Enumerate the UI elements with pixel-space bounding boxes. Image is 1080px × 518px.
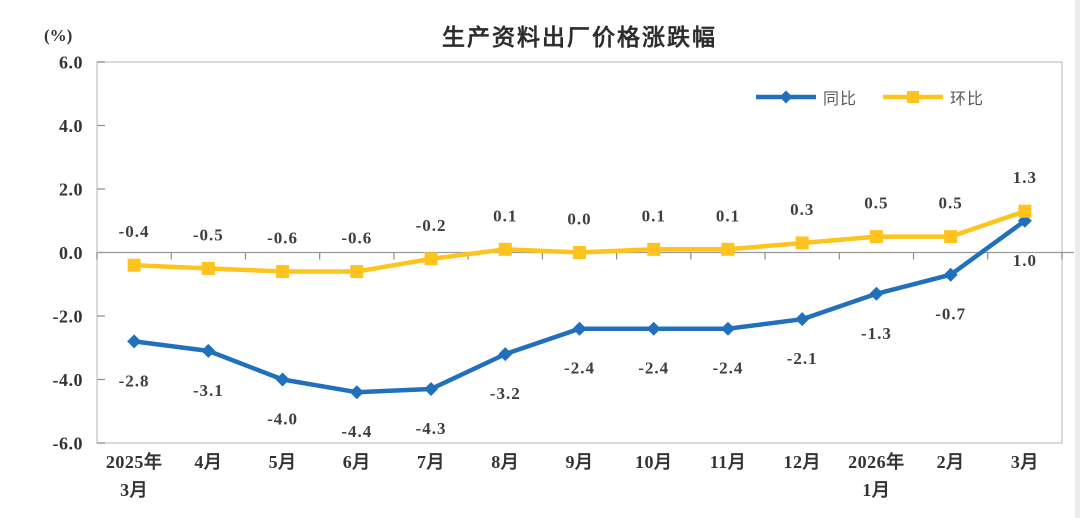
data-label: -2.8 bbox=[119, 371, 150, 390]
data-point-marker-diamond bbox=[572, 321, 587, 336]
legend-swatch bbox=[755, 90, 816, 104]
data-label: 0.0 bbox=[567, 210, 591, 229]
y-axis-label: 6.0 bbox=[59, 53, 83, 73]
data-point-marker-diamond bbox=[795, 312, 810, 327]
data-label: -4.0 bbox=[267, 410, 298, 429]
data-point-marker-diamond bbox=[869, 286, 884, 301]
chart-title: 生产资料出厂价格涨跌幅 bbox=[442, 24, 717, 50]
data-label: 1.3 bbox=[1013, 168, 1037, 187]
x-axis-label: 1月 bbox=[862, 480, 890, 500]
x-axis-label: 2025年 bbox=[106, 451, 163, 472]
data-label: -2.4 bbox=[564, 359, 595, 378]
legend-swatch bbox=[882, 91, 943, 103]
data-label: 0.1 bbox=[493, 206, 517, 225]
data-point-marker-square bbox=[498, 242, 512, 256]
data-label: -0.5 bbox=[193, 225, 224, 244]
data-label: 0.3 bbox=[790, 200, 814, 219]
data-label: -0.2 bbox=[416, 216, 447, 235]
data-point-marker-diamond bbox=[127, 334, 142, 349]
data-point-marker-square bbox=[424, 252, 438, 266]
line-square-marker-icon bbox=[882, 89, 943, 105]
y-axis-label: 2.0 bbox=[59, 180, 83, 200]
data-point-marker-square bbox=[573, 246, 586, 259]
data-point-marker-diamond bbox=[349, 385, 364, 400]
data-point-marker-square bbox=[350, 265, 364, 279]
data-point-marker-square bbox=[721, 242, 735, 256]
x-axis-label: 3月 bbox=[1011, 452, 1039, 472]
x-axis-label: 6月 bbox=[343, 452, 371, 472]
x-axis-label: 4月 bbox=[194, 452, 222, 472]
legend-diamond bbox=[779, 90, 793, 104]
y-axis-label: -2.0 bbox=[53, 307, 84, 327]
data-label: -0.6 bbox=[341, 229, 372, 248]
x-axis-label: 7月 bbox=[417, 452, 445, 472]
data-label: -4.4 bbox=[341, 422, 372, 441]
data-label: -2.4 bbox=[713, 359, 744, 378]
x-axis-label: 10月 bbox=[635, 452, 673, 472]
x-axis-label: 2026年 bbox=[848, 451, 905, 472]
x-axis-label: 9月 bbox=[566, 452, 594, 472]
data-label: -2.4 bbox=[638, 359, 669, 378]
data-label: -2.1 bbox=[787, 349, 818, 368]
legend-label-tongbi: 同比 bbox=[822, 91, 857, 108]
legend-item-tongbi: 同比 bbox=[755, 85, 857, 109]
y-axis-label: -4.0 bbox=[53, 370, 84, 390]
legend-item-huanbi: 环比 bbox=[882, 85, 984, 109]
data-label: -0.7 bbox=[935, 305, 966, 324]
data-point-marker-diamond bbox=[275, 372, 290, 387]
data-label: 0.1 bbox=[642, 206, 666, 225]
legend: 同比 环比 bbox=[755, 85, 984, 109]
data-point-marker-diamond bbox=[424, 382, 439, 397]
data-point-marker-square bbox=[795, 236, 809, 250]
x-axis-label: 2月 bbox=[937, 452, 965, 472]
data-label: -1.3 bbox=[861, 324, 892, 343]
data-label: -3.1 bbox=[193, 381, 224, 400]
data-label: -0.6 bbox=[267, 229, 298, 248]
data-point-marker-diamond bbox=[943, 267, 958, 282]
page-edge-strip bbox=[1075, 0, 1080, 518]
data-label: 0.1 bbox=[716, 206, 740, 225]
data-label: 1.0 bbox=[1013, 251, 1037, 270]
data-point-marker-square bbox=[647, 242, 661, 256]
line-diamond-marker-icon bbox=[755, 89, 816, 105]
x-axis-label: 11月 bbox=[710, 452, 747, 472]
data-label: 0.5 bbox=[864, 194, 888, 213]
data-point-marker-diamond bbox=[498, 347, 513, 362]
data-point-marker-square bbox=[944, 230, 958, 244]
data-label: -3.2 bbox=[490, 384, 521, 403]
data-point-marker-square bbox=[127, 258, 141, 272]
data-label: -0.4 bbox=[119, 222, 150, 241]
data-point-marker-square bbox=[869, 230, 883, 244]
legend-label-huanbi: 环比 bbox=[949, 91, 984, 108]
data-label: 0.5 bbox=[939, 194, 963, 213]
x-axis-label: 5月 bbox=[269, 452, 297, 472]
data-point-marker-diamond bbox=[201, 343, 216, 358]
y-axis-unit-label: (%) bbox=[44, 26, 73, 45]
y-axis-label: -6.0 bbox=[53, 434, 84, 454]
y-axis-label: 0.0 bbox=[59, 243, 83, 263]
data-point-marker-square bbox=[1018, 204, 1032, 218]
y-axis-label: 4.0 bbox=[59, 116, 83, 136]
data-point-marker-diamond bbox=[646, 321, 661, 336]
x-axis-label: 8月 bbox=[491, 452, 519, 472]
data-point-marker-square bbox=[201, 261, 215, 275]
x-axis-label: 3月 bbox=[120, 480, 148, 500]
data-point-marker-diamond bbox=[720, 321, 735, 336]
x-axis-label: 12月 bbox=[783, 452, 821, 472]
data-point-marker-square bbox=[276, 265, 290, 279]
legend-square bbox=[906, 91, 919, 103]
data-label: -4.3 bbox=[416, 419, 447, 438]
